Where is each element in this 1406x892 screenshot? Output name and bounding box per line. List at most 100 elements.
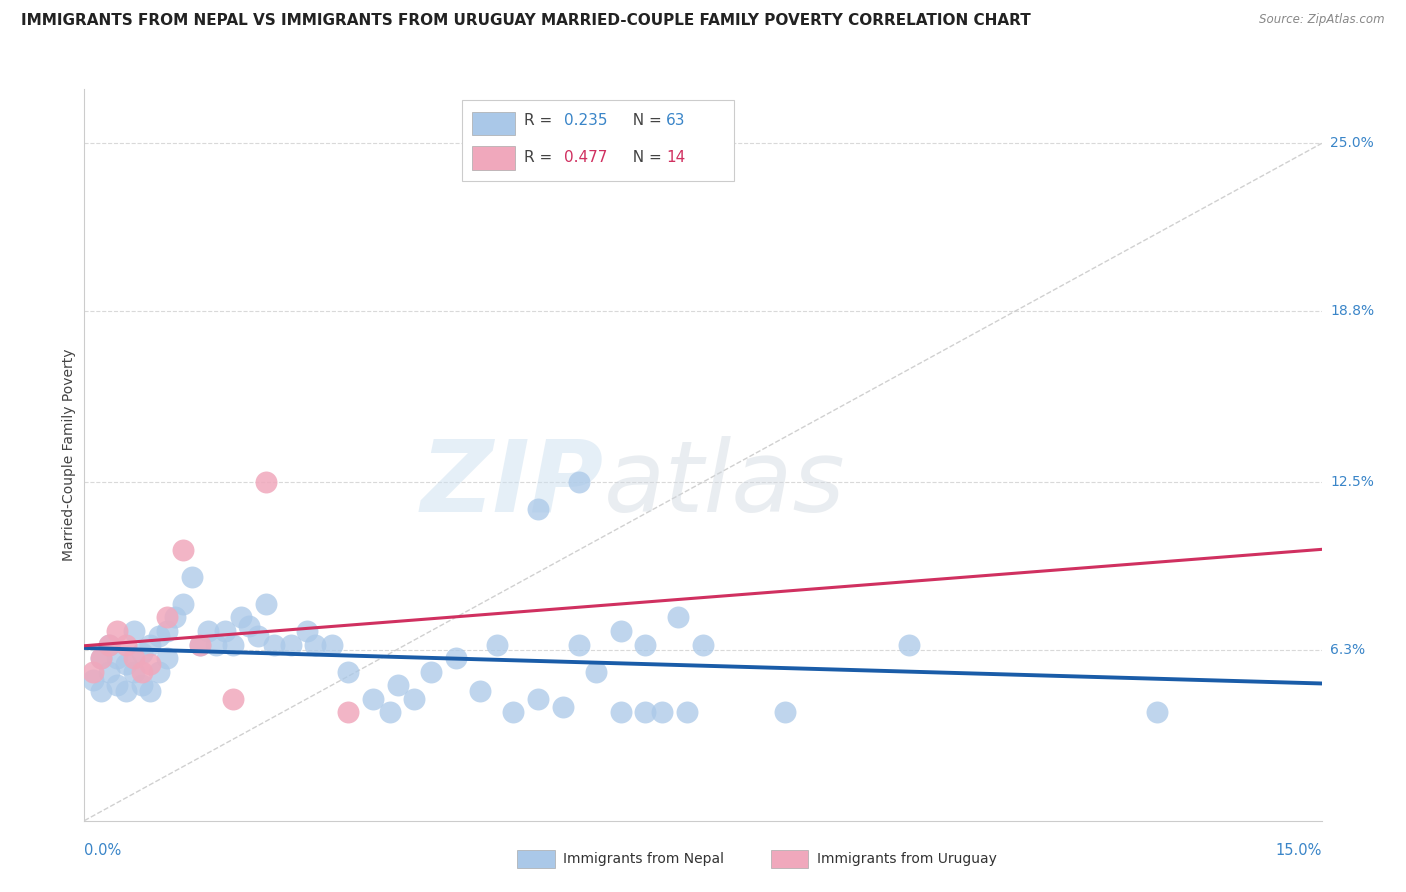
FancyBboxPatch shape [461,100,734,180]
Point [651,706,673,720]
FancyBboxPatch shape [471,146,515,169]
Text: 25.0%: 25.0% [1330,136,1374,151]
Point [82,673,104,687]
Point [609,706,631,720]
Point [229,610,252,624]
Point [105,624,128,638]
Point [90,683,112,698]
Point [156,610,179,624]
Point [321,638,343,652]
Point [122,651,145,665]
Point [361,691,384,706]
Point [238,618,260,632]
Point [148,629,170,643]
Point [188,638,211,652]
Text: IMMIGRANTS FROM NEPAL VS IMMIGRANTS FROM URUGUAY MARRIED-COUPLE FAMILY POVERTY C: IMMIGRANTS FROM NEPAL VS IMMIGRANTS FROM… [21,13,1031,29]
Point [114,638,136,652]
Point [551,699,574,714]
Point [246,629,269,643]
Point [105,651,128,665]
Text: 0.235: 0.235 [564,113,607,128]
Point [378,706,401,720]
Point [122,665,145,679]
Point [98,638,121,652]
Point [444,651,467,665]
Point [404,691,426,706]
Point [254,475,277,489]
Point [470,683,492,698]
Point [114,683,136,698]
Point [139,683,162,698]
Point [114,657,136,671]
Point [568,475,591,489]
Point [122,624,145,638]
Point [254,597,277,611]
FancyBboxPatch shape [517,850,554,868]
Point [222,691,245,706]
Point [148,665,170,679]
Point [337,706,360,720]
Point [666,610,689,624]
Text: R =: R = [523,150,557,165]
Point [609,624,631,638]
Text: Immigrants from Nepal: Immigrants from Nepal [564,853,724,866]
Text: 63: 63 [666,113,685,128]
Point [165,610,187,624]
Point [568,638,591,652]
Point [139,657,162,671]
Text: N =: N = [623,150,666,165]
Y-axis label: Married-Couple Family Poverty: Married-Couple Family Poverty [62,349,76,561]
Point [419,665,441,679]
Point [775,706,797,720]
FancyBboxPatch shape [770,850,808,868]
Point [585,665,607,679]
Text: atlas: atlas [605,435,845,533]
Point [131,678,153,692]
Text: 6.3%: 6.3% [1330,643,1365,657]
Text: 0.0%: 0.0% [84,843,121,857]
Point [188,638,211,652]
Point [156,651,179,665]
Point [502,706,524,720]
Point [634,706,657,720]
Point [98,638,121,652]
Point [634,638,657,652]
Text: R =: R = [523,113,557,128]
Point [172,597,194,611]
Text: Source: ZipAtlas.com: Source: ZipAtlas.com [1260,13,1385,27]
Point [90,651,112,665]
Text: 15.0%: 15.0% [1275,843,1322,857]
FancyBboxPatch shape [471,112,515,136]
Point [675,706,697,720]
Text: ZIP: ZIP [420,435,605,533]
Point [180,570,202,584]
Text: 18.8%: 18.8% [1330,304,1374,318]
Point [131,646,153,660]
Point [692,638,714,652]
Text: 14: 14 [666,150,685,165]
Text: 12.5%: 12.5% [1330,475,1374,489]
Text: Immigrants from Uruguay: Immigrants from Uruguay [817,853,997,866]
Point [90,651,112,665]
Point [898,638,921,652]
Point [387,678,409,692]
Point [139,638,162,652]
Point [337,665,360,679]
Point [105,678,128,692]
Point [527,691,550,706]
Point [263,638,285,652]
Text: 0.477: 0.477 [564,150,607,165]
Point [304,638,326,652]
Point [172,542,194,557]
Point [156,624,179,638]
Point [527,502,550,516]
Point [280,638,302,652]
Point [295,624,318,638]
Point [485,638,508,652]
Point [82,665,104,679]
Point [197,624,219,638]
Point [1146,706,1168,720]
Point [222,638,245,652]
Point [214,624,236,638]
Text: N =: N = [623,113,666,128]
